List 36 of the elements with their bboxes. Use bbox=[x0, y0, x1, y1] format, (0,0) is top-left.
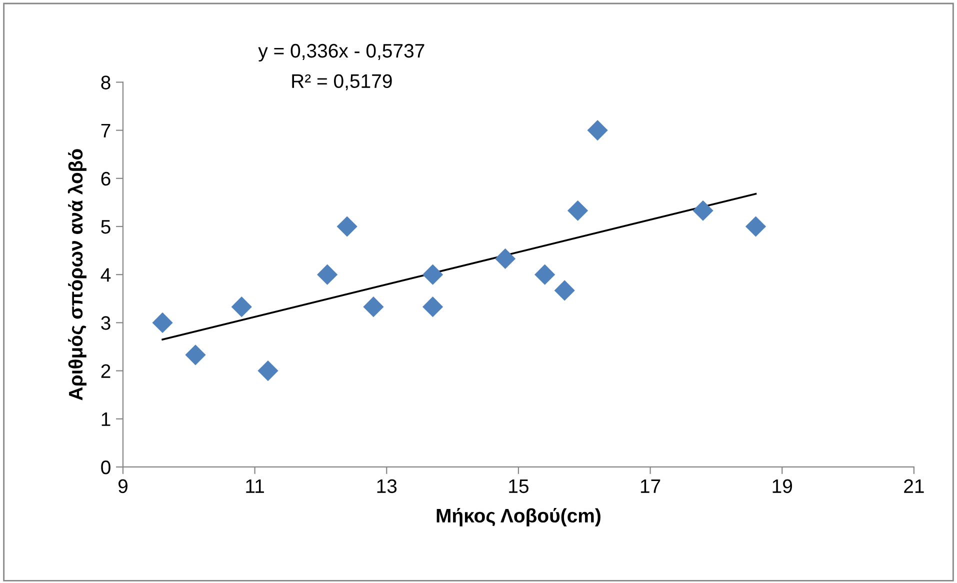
x-tick-label: 17 bbox=[640, 480, 660, 493]
point bbox=[534, 264, 556, 285]
point bbox=[152, 312, 173, 333]
y-tick-label: 5 bbox=[101, 220, 110, 234]
x-tick-label: 13 bbox=[377, 479, 397, 494]
point bbox=[422, 264, 444, 285]
point bbox=[567, 200, 588, 221]
y-tick-label: 4 bbox=[100, 268, 111, 282]
y-axis-title: Αριθμός σπόρων ανά λοβό bbox=[68, 149, 86, 400]
point bbox=[587, 120, 608, 141]
point bbox=[692, 200, 714, 221]
y-tick-label: 1 bbox=[102, 412, 110, 426]
point bbox=[422, 296, 444, 318]
x-tick-label: 11 bbox=[246, 480, 264, 493]
point bbox=[745, 216, 766, 237]
x-tick-label: 21 bbox=[904, 479, 924, 493]
y-tick-label: 3 bbox=[101, 316, 110, 330]
y-tick-label: 8 bbox=[101, 76, 110, 90]
y-tick-label: 2 bbox=[101, 364, 110, 378]
point bbox=[317, 264, 338, 285]
point bbox=[363, 296, 384, 318]
y-tick-label: 7 bbox=[101, 124, 110, 138]
x-axis-title: Μήκος Λοβού(cm) bbox=[436, 508, 600, 526]
x-tick-label: 19 bbox=[772, 479, 792, 494]
point bbox=[494, 248, 516, 270]
point bbox=[231, 296, 252, 318]
point bbox=[336, 216, 358, 237]
x-tick-label: 15 bbox=[509, 480, 528, 494]
x-tick-label: 9 bbox=[118, 479, 128, 494]
point bbox=[185, 344, 206, 366]
point bbox=[554, 280, 575, 301]
y-tick-label: 0 bbox=[101, 460, 110, 474]
annotation: R² = 0,5179 bbox=[292, 74, 392, 90]
text: y = 0,336x - 0,5737 bbox=[258, 44, 424, 62]
y-tick-label: 6 bbox=[101, 172, 110, 186]
point bbox=[258, 360, 278, 382]
